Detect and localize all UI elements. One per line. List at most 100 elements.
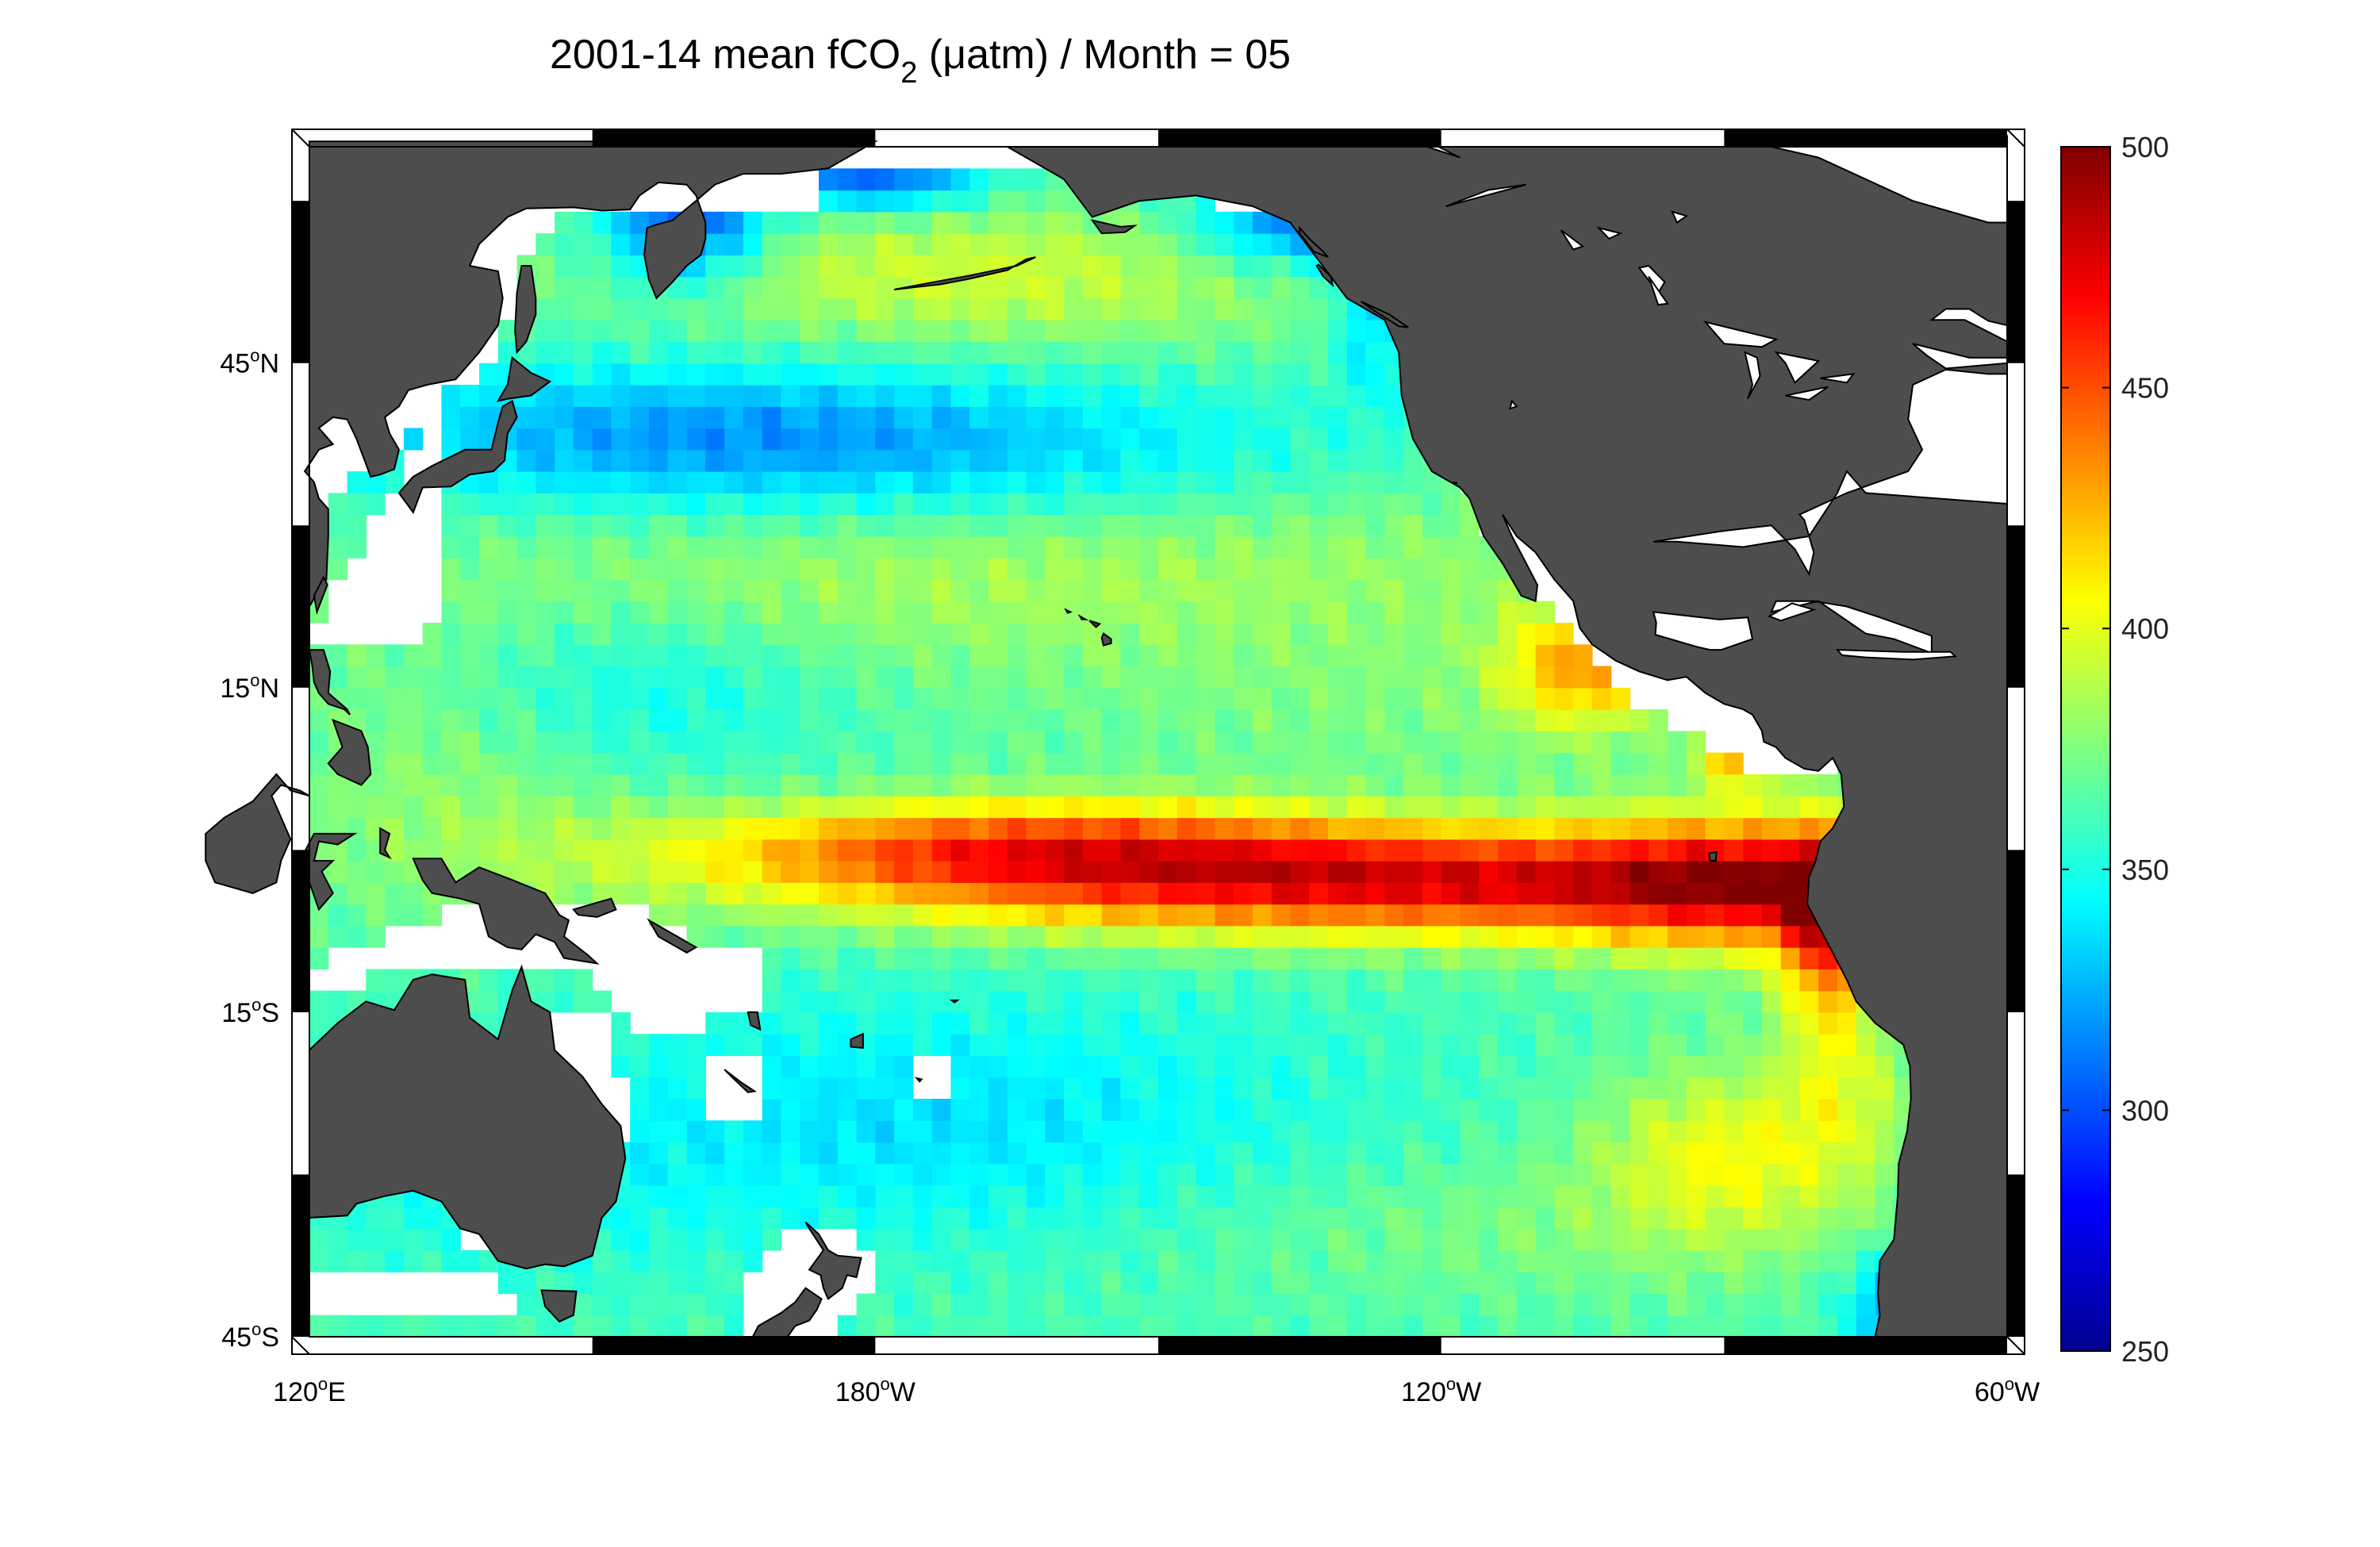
heatmap-cell — [912, 752, 933, 775]
heatmap-cell — [1610, 1055, 1631, 1078]
heatmap-cell — [1064, 817, 1084, 840]
heatmap-cell — [1799, 1034, 1819, 1057]
label-degrees: 15 — [220, 674, 250, 704]
heatmap-cell — [1120, 839, 1140, 862]
heatmap-cell — [1309, 1315, 1329, 1338]
heatmap-cell — [630, 276, 650, 299]
heatmap-cell — [1686, 752, 1706, 775]
heatmap-cell — [1403, 1272, 1423, 1295]
heatmap-cell — [1384, 839, 1404, 862]
heatmap-cell — [1252, 1207, 1273, 1230]
heatmap-cell — [1743, 1142, 1763, 1165]
heatmap-cell — [1120, 1077, 1140, 1100]
heatmap-cell — [1649, 947, 1668, 969]
heatmap-cell — [1252, 990, 1273, 1013]
heatmap-cell — [403, 1228, 424, 1251]
heatmap-cell — [592, 428, 612, 451]
heatmap-cell — [875, 709, 895, 731]
heatmap-cell — [1101, 601, 1122, 624]
heatmap-cell — [1234, 969, 1253, 992]
heatmap-cell — [1290, 493, 1310, 516]
heatmap-cell — [1630, 774, 1649, 797]
heatmap-cell — [611, 493, 631, 516]
heatmap-cell — [686, 363, 706, 386]
heatmap-cell — [1064, 774, 1084, 797]
heatmap-cell — [385, 687, 405, 710]
heatmap-cell — [1045, 211, 1065, 234]
heatmap-cell — [1290, 601, 1310, 624]
inland-water — [1652, 611, 1754, 651]
heatmap-cell — [988, 579, 1008, 602]
heatmap-cell — [743, 774, 763, 797]
heatmap-cell — [781, 1055, 800, 1078]
heatmap-cell — [1007, 211, 1027, 234]
heatmap-cell — [592, 579, 612, 602]
heatmap-cell — [1309, 449, 1329, 472]
heatmap-cell — [1139, 406, 1159, 429]
heatmap-cell — [630, 1163, 650, 1186]
heatmap-cell — [1177, 1250, 1197, 1273]
heatmap-cell — [705, 839, 725, 862]
heatmap-cell — [1761, 1315, 1782, 1338]
heatmap-cell — [516, 449, 536, 472]
heatmap-cell — [1498, 687, 1518, 710]
heatmap-cell — [1064, 687, 1084, 710]
heatmap-cell — [630, 449, 650, 472]
heatmap-cell — [555, 558, 574, 581]
heatmap-cell — [875, 276, 895, 299]
heatmap-cell — [1365, 947, 1385, 969]
heatmap-cell — [1026, 168, 1046, 191]
heatmap-cell — [1403, 601, 1423, 624]
heatmap-cell — [1007, 947, 1027, 969]
heatmap-cell — [667, 1272, 688, 1295]
heatmap-cell — [762, 774, 782, 797]
heatmap-cell — [1215, 341, 1234, 364]
heatmap-cell — [1630, 1272, 1649, 1295]
heatmap-cell — [819, 925, 839, 948]
heatmap-cell — [875, 1055, 895, 1078]
heatmap-cell — [1384, 514, 1404, 537]
heatmap-cell — [686, 709, 706, 731]
heatmap-cell — [1120, 449, 1140, 472]
heatmap-cell — [800, 969, 820, 992]
heatmap-cell — [800, 1034, 820, 1057]
heatmap-cell — [309, 1250, 329, 1273]
heatmap-cell — [1309, 1163, 1329, 1186]
heatmap-cell — [743, 558, 763, 581]
heatmap-cell — [1252, 1185, 1273, 1207]
heatmap-cell — [1554, 1077, 1574, 1100]
heatmap-cell — [912, 990, 933, 1013]
heatmap-cell — [1441, 536, 1461, 559]
heatmap-cell — [1290, 558, 1310, 581]
heatmap-cell — [1120, 1293, 1140, 1316]
heatmap-cell — [988, 211, 1008, 234]
heatmap-cell — [1328, 1120, 1348, 1143]
heatmap-cell — [969, 449, 989, 472]
heatmap-cell — [1365, 709, 1385, 731]
heatmap-cell — [1346, 449, 1367, 472]
heatmap-cell — [347, 839, 367, 862]
heatmap-cell — [630, 1185, 650, 1207]
heatmap-cell — [1668, 947, 1687, 969]
heatmap-cell — [555, 211, 574, 234]
heatmap-cell — [743, 449, 763, 472]
heatmap-cell — [856, 644, 876, 667]
heatmap-cell — [630, 363, 650, 386]
heatmap-cell — [630, 514, 650, 537]
heatmap-cell — [743, 233, 763, 255]
heatmap-cell — [479, 796, 499, 819]
heatmap-cell — [1384, 1055, 1404, 1078]
heatmap-cell — [1064, 1142, 1084, 1165]
heatmap-cell — [800, 233, 820, 255]
heatmap-cell — [1328, 796, 1348, 819]
heatmap-cell — [1045, 1142, 1065, 1165]
heatmap-cell — [1460, 882, 1480, 905]
heatmap-cell — [781, 1142, 800, 1165]
heatmap-cell — [1234, 255, 1253, 278]
heatmap-cell — [1215, 1228, 1234, 1251]
heatmap-cell — [1761, 1207, 1782, 1230]
heatmap-cell — [837, 752, 858, 775]
heatmap-cell — [479, 1315, 499, 1338]
heatmap-cell — [1271, 363, 1292, 386]
heatmap-cell — [705, 298, 725, 321]
